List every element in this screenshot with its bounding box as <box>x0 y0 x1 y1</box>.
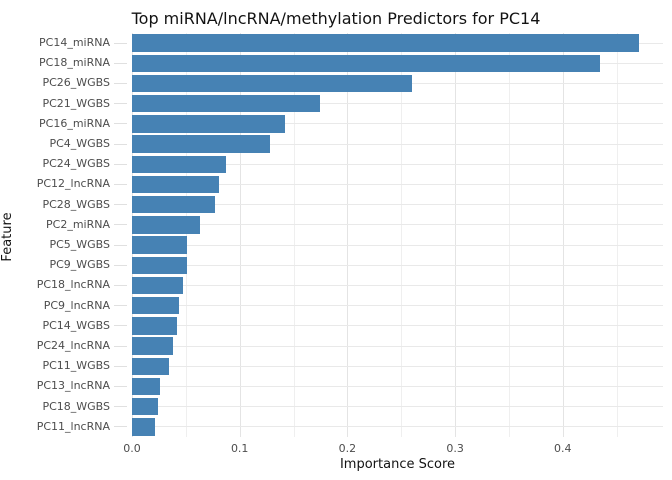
y-tick <box>114 83 127 84</box>
bar-PC14_miRNA <box>132 34 640 52</box>
bar-PC11_lncRNA <box>132 418 155 436</box>
y-tick <box>114 184 127 185</box>
y-axis-label-PC11_lncRNA: PC11_lncRNA <box>36 419 110 433</box>
y-tick <box>114 325 127 327</box>
bar-PC24_WGBS <box>132 155 226 174</box>
horizontal-gridline <box>132 163 663 165</box>
bar-PC24_lncRNA <box>132 337 173 355</box>
vertical-gridline-minor <box>616 33 618 437</box>
bar-PC9_WGBS <box>132 256 187 275</box>
y-tick <box>114 386 127 387</box>
bar-PC13_lncRNA <box>132 377 160 396</box>
y-tick <box>114 244 127 246</box>
horizontal-gridline <box>132 426 663 428</box>
horizontal-gridline <box>132 285 663 286</box>
y-tick <box>114 365 127 367</box>
bar-PC9_lncRNA <box>132 296 180 315</box>
y-axis-label-PC9_WGBS: PC9_WGBS <box>49 258 110 272</box>
vertical-gridline-major <box>455 33 457 437</box>
bar-PC18_miRNA <box>132 54 601 73</box>
y-axis-label-PC4_WGBS: PC4_WGBS <box>49 137 110 150</box>
horizontal-gridline <box>132 325 663 327</box>
bar-PC5_WGBS <box>132 236 187 254</box>
y-tick <box>114 224 127 226</box>
x-axis-title: Importance Score <box>339 457 456 472</box>
y-tick <box>114 42 127 44</box>
y-tick <box>114 204 127 206</box>
horizontal-gridline <box>132 204 663 206</box>
y-tick <box>114 163 127 165</box>
bar-PC14_WGBS <box>132 317 178 335</box>
horizontal-gridline <box>132 365 663 367</box>
horizontal-gridline <box>132 123 663 125</box>
y-axis-label-PC16_miRNA: PC16_miRNA <box>39 116 110 130</box>
x-axis-label-0.4: 0.4 <box>554 442 572 455</box>
y-axis-label-PC9_lncRNA: PC9_lncRNA <box>43 298 110 312</box>
vertical-gridline-minor <box>293 33 295 437</box>
y-axis-label-PC26_WGBS: PC26_WGBS <box>42 76 110 90</box>
y-axis-label-PC21_WGBS: PC21_WGBS <box>42 96 110 110</box>
y-tick <box>114 103 127 105</box>
bar-PC21_WGBS <box>132 94 321 113</box>
horizontal-gridline <box>132 406 663 408</box>
horizontal-gridline <box>132 244 663 246</box>
x-axis-label-0.3: 0.3 <box>446 442 464 455</box>
y-axis-label-PC11_WGBS: PC11_WGBS <box>42 359 110 373</box>
horizontal-gridline <box>132 184 663 185</box>
y-tick <box>114 143 127 145</box>
plot-panel <box>132 33 663 437</box>
y-axis-label-PC18_miRNA: PC18_miRNA <box>39 56 110 70</box>
vertical-gridline-minor <box>185 33 187 437</box>
y-axis-label-PC14_miRNA: PC14_miRNA <box>39 36 110 49</box>
y-tick <box>114 264 127 266</box>
horizontal-gridline <box>132 103 663 105</box>
bar-PC11_WGBS <box>132 357 169 376</box>
horizontal-gridline <box>132 143 663 145</box>
horizontal-gridline <box>132 224 663 226</box>
y-axis-label-PC14_WGBS: PC14_WGBS <box>42 318 110 332</box>
y-axis-label-PC24_lncRNA: PC24_lncRNA <box>36 339 110 352</box>
bar-PC16_miRNA <box>132 115 285 133</box>
bar-PC18_lncRNA <box>132 276 183 295</box>
y-axis-label-PC13_lncRNA: PC13_lncRNA <box>36 379 110 393</box>
bar-PC2_miRNA <box>132 216 200 234</box>
y-tick <box>114 285 127 286</box>
vertical-gridline-major <box>347 33 349 437</box>
y-axis-label-PC28_WGBS: PC28_WGBS <box>42 197 110 211</box>
y-axis-label-PC12_lncRNA: PC12_lncRNA <box>36 177 110 191</box>
bar-PC12_lncRNA <box>132 175 220 194</box>
y-tick <box>114 406 127 408</box>
horizontal-gridline <box>132 345 663 347</box>
bar-PC4_WGBS <box>132 135 270 153</box>
bar-PC18_WGBS <box>132 397 158 416</box>
y-tick <box>114 305 127 307</box>
y-tick <box>114 123 127 125</box>
y-axis-label-PC18_lncRNA: PC18_lncRNA <box>36 278 110 292</box>
horizontal-gridline <box>132 305 663 307</box>
bar-PC26_WGBS <box>132 74 413 93</box>
horizontal-gridline <box>132 386 663 387</box>
y-axis-label-PC2_miRNA: PC2_miRNA <box>46 217 110 231</box>
y-tick <box>114 345 127 347</box>
y-tick <box>114 426 127 428</box>
y-axis-label-PC5_WGBS: PC5_WGBS <box>49 238 110 251</box>
x-axis-label-0.2: 0.2 <box>338 442 357 455</box>
chart-title: Top miRNA/lncRNA/methylation Predictors … <box>131 9 541 28</box>
x-axis-label-0.1: 0.1 <box>230 442 249 455</box>
y-axis-label-PC24_WGBS: PC24_WGBS <box>42 157 110 171</box>
y-axis-label-PC18_WGBS: PC18_WGBS <box>42 399 110 413</box>
y-tick <box>114 62 127 64</box>
vertical-gridline-minor <box>401 33 403 437</box>
horizontal-gridline <box>132 264 663 266</box>
x-axis-label-0.0: 0.0 <box>123 442 141 455</box>
bar-PC28_WGBS <box>132 195 215 214</box>
vertical-gridline-major <box>239 33 241 437</box>
vertical-gridline-major <box>562 33 564 437</box>
vertical-gridline-minor <box>508 33 510 437</box>
vertical-gridline-major <box>132 33 133 437</box>
